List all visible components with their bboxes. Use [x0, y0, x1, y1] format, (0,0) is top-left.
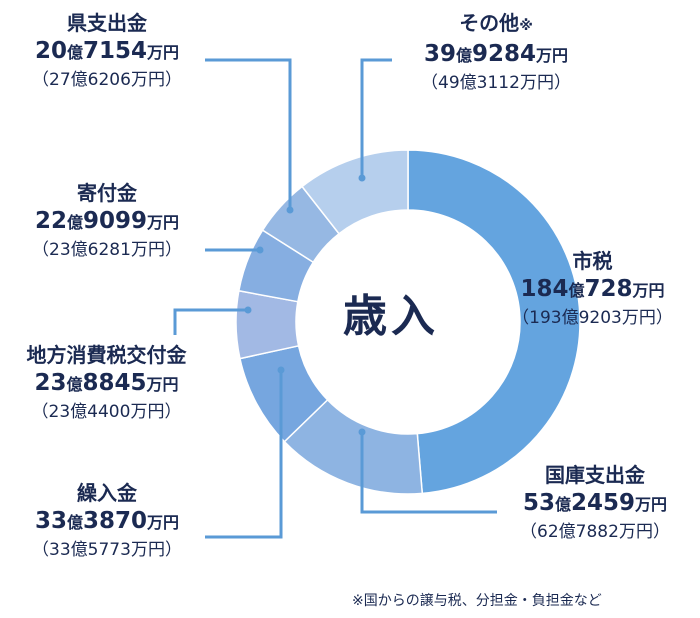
label-previous: （33億5773万円）: [32, 540, 182, 560]
label-chihou: 地方消費税交付金 23億8845万円 （23億4400万円）: [4, 342, 209, 424]
label-amount: 23億8845万円: [34, 370, 179, 396]
leader-line-sonota: [360, 58, 392, 178]
leader-dot-kokko: [358, 428, 366, 436]
label-ken: 県支出金 20億7154万円 （27億6206万円）: [12, 10, 202, 92]
leader-line-kokko: [360, 432, 497, 514]
leader-line-chihou: [173, 308, 248, 335]
leader-dot-ken: [286, 206, 294, 214]
label-previous: （193億9203万円）: [512, 308, 673, 328]
label-sonota: その他※ 39億9284万円 （49億3112万円）: [396, 10, 596, 95]
label-previous: （62億7882万円）: [520, 522, 670, 542]
leader-dot-chihou: [244, 306, 252, 314]
leader-dot-sonota: [358, 174, 366, 182]
label-kifu: 寄付金 22億9099万円 （23億6281万円）: [12, 180, 202, 262]
label-amount: 184億728万円: [520, 276, 665, 302]
label-name: その他※: [459, 11, 533, 35]
donut-slice-1: [407, 149, 581, 495]
label-amount: 33億3870万円: [34, 508, 180, 534]
label-amount: 53億2459万円: [522, 490, 668, 516]
label-name: 寄付金: [77, 181, 137, 205]
leader-dot-kifu: [256, 246, 264, 254]
chart-center-title: 歳入: [343, 291, 439, 342]
label-previous: （23億6281万円）: [32, 240, 182, 260]
donut-slice-7: [301, 149, 409, 235]
leader-line-ken: [205, 58, 292, 210]
label-name: 国庫支出金: [545, 463, 645, 487]
label-name: 市税: [572, 249, 613, 273]
label-amount: 22億9099万円: [34, 208, 180, 234]
label-shishi: 市税 184億728万円 （193億9203万円）: [490, 248, 695, 330]
label-name: 地方消費税交付金: [26, 343, 187, 367]
label-amount: 20億7154万円: [34, 38, 180, 64]
footnote: ※国からの譲与税、分担金・負担金など: [352, 593, 602, 609]
label-amount: 39億9284万円: [423, 41, 569, 67]
label-previous: （27億6206万円）: [32, 70, 182, 90]
label-previous: （49億3112万円）: [421, 73, 571, 93]
donut-slice-4: [235, 289, 300, 360]
label-kokko: 国庫支出金 53億2459万円 （62億7882万円）: [495, 462, 695, 544]
label-name: 繰入金: [77, 481, 137, 505]
label-name: 県支出金: [67, 11, 147, 35]
leader-dot-kuriire: [277, 366, 285, 374]
label-previous: （23億4400万円）: [31, 402, 182, 422]
label-kuriire: 繰入金 33億3870万円 （33億5773万円）: [12, 480, 202, 562]
leader-line-kuriire: [205, 370, 283, 539]
